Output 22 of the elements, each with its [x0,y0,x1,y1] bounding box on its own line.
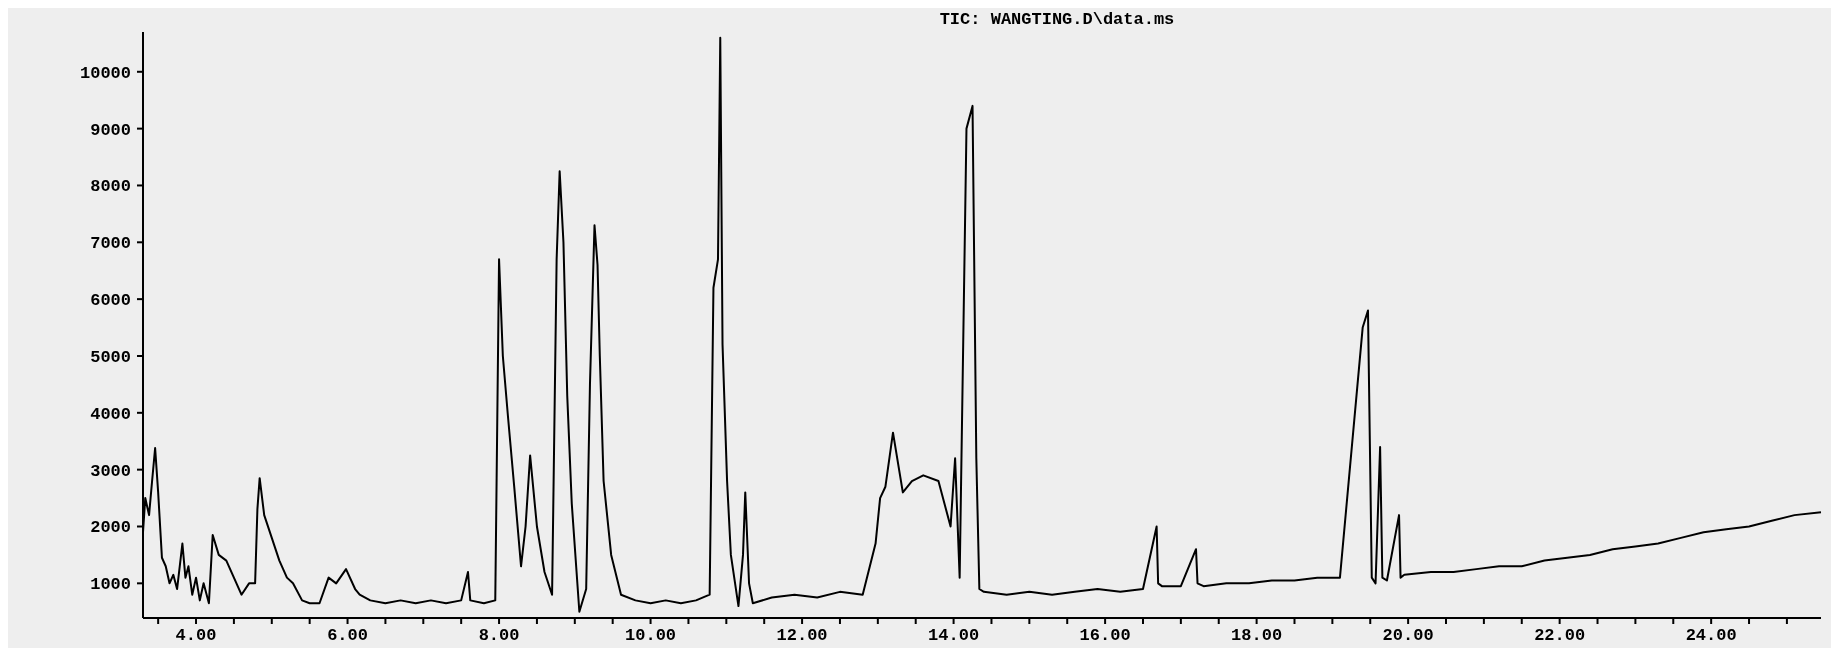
y-tick-label: 10000 [79,63,131,83]
chart-title: TIC: WANGTING.D\data.ms [939,10,1175,29]
x-tick-label: 6.00 [327,626,368,645]
y-tick-label: 2000 [90,518,131,538]
y-tick-label: 9000 [90,120,131,140]
x-tick-label: 18.00 [1231,626,1283,645]
x-tick-label: 4.00 [175,626,217,645]
y-tick-label: 3000 [90,461,131,481]
x-tick-label: 8.00 [478,626,520,645]
y-tick-label: 4000 [90,404,131,424]
x-tick-label: 16.00 [1079,626,1131,645]
x-tick-label: 24.00 [1685,626,1737,645]
x-tick-label: 14.00 [928,626,980,645]
y-tick-label: 8000 [90,177,131,197]
x-tick-label: 20.00 [1382,626,1434,645]
x-tick-label: 10.00 [625,626,677,645]
y-tick-label: 7000 [90,234,131,254]
y-tick-label: 1000 [90,575,131,595]
y-tick-label: 6000 [90,291,131,311]
x-tick-label: 22.00 [1534,626,1586,645]
y-tick-label: 5000 [90,347,131,367]
x-tick-label: 12.00 [776,626,828,645]
